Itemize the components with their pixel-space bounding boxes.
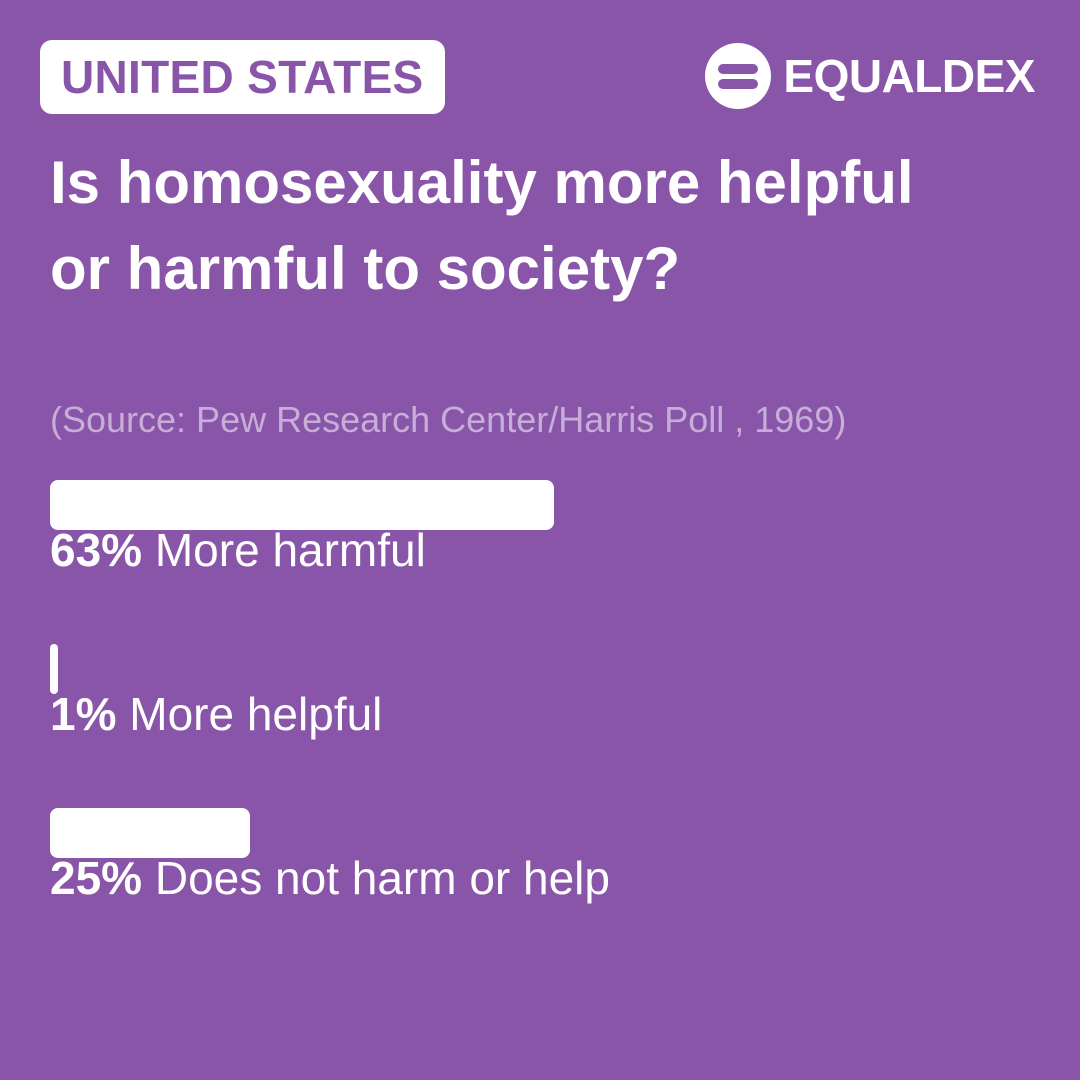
data-label: 63%	[50, 524, 142, 576]
category-label: More helpful	[116, 688, 382, 740]
data-label: 25%	[50, 852, 142, 904]
bar-label: 1% More helpful	[50, 688, 382, 740]
category-label: More harmful	[142, 524, 426, 576]
equaldex-logo-icon	[705, 43, 772, 109]
bar-more-helpful	[50, 644, 58, 694]
brand-name: EQUALDEX	[783, 50, 1035, 102]
country-badge: UNITED STATES	[40, 40, 445, 114]
source-note: (Source: Pew Research Center/Harris Poll…	[50, 399, 847, 440]
bar-label: 63% More harmful	[50, 524, 426, 576]
data-label: 1%	[50, 688, 116, 740]
bar-label: 25% Does not harm or help	[50, 852, 610, 904]
category-label: Does not harm or help	[142, 852, 610, 904]
country-name: UNITED STATES	[61, 51, 424, 103]
bar-more-harmful	[50, 480, 554, 530]
brand-logo: EQUALDEX	[705, 43, 1035, 109]
page-title: Is homosexuality more helpful or harmful…	[50, 149, 914, 302]
bar-does-not-harm-or-help	[50, 808, 250, 858]
